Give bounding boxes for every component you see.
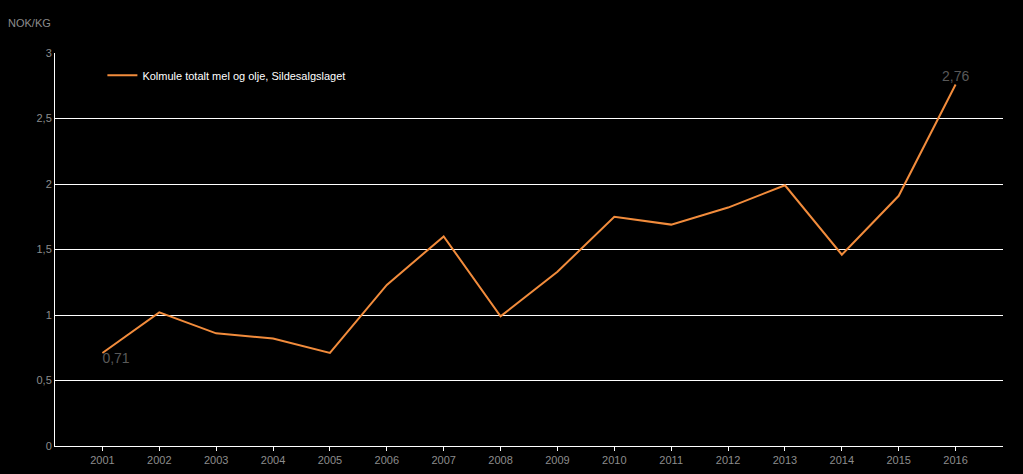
svg-text:1,5: 1,5: [37, 243, 52, 255]
svg-text:2,76: 2,76: [942, 68, 969, 84]
svg-text:3: 3: [46, 47, 52, 59]
svg-text:Kolmule totalt mel og olje, Si: Kolmule totalt mel og olje, Sildesalgsla…: [142, 70, 345, 82]
svg-text:2014: 2014: [830, 454, 854, 466]
svg-text:NOK/KG: NOK/KG: [8, 17, 51, 29]
svg-text:2: 2: [46, 178, 52, 190]
svg-text:2010: 2010: [602, 454, 626, 466]
svg-text:2013: 2013: [773, 454, 797, 466]
svg-text:2,5: 2,5: [37, 112, 52, 124]
svg-text:2006: 2006: [375, 454, 399, 466]
svg-text:2008: 2008: [488, 454, 512, 466]
svg-text:0,71: 0,71: [102, 350, 129, 366]
svg-text:0,5: 0,5: [37, 374, 52, 386]
svg-text:2005: 2005: [318, 454, 342, 466]
svg-text:2011: 2011: [659, 454, 683, 466]
svg-text:2004: 2004: [261, 454, 285, 466]
svg-text:2012: 2012: [716, 454, 740, 466]
svg-text:2007: 2007: [431, 454, 455, 466]
svg-text:2002: 2002: [147, 454, 171, 466]
svg-text:2016: 2016: [943, 454, 967, 466]
svg-text:2015: 2015: [886, 454, 910, 466]
svg-text:0: 0: [46, 440, 52, 452]
svg-text:1: 1: [46, 309, 52, 321]
svg-text:2001: 2001: [90, 454, 114, 466]
svg-text:2009: 2009: [545, 454, 569, 466]
svg-text:2003: 2003: [204, 454, 228, 466]
